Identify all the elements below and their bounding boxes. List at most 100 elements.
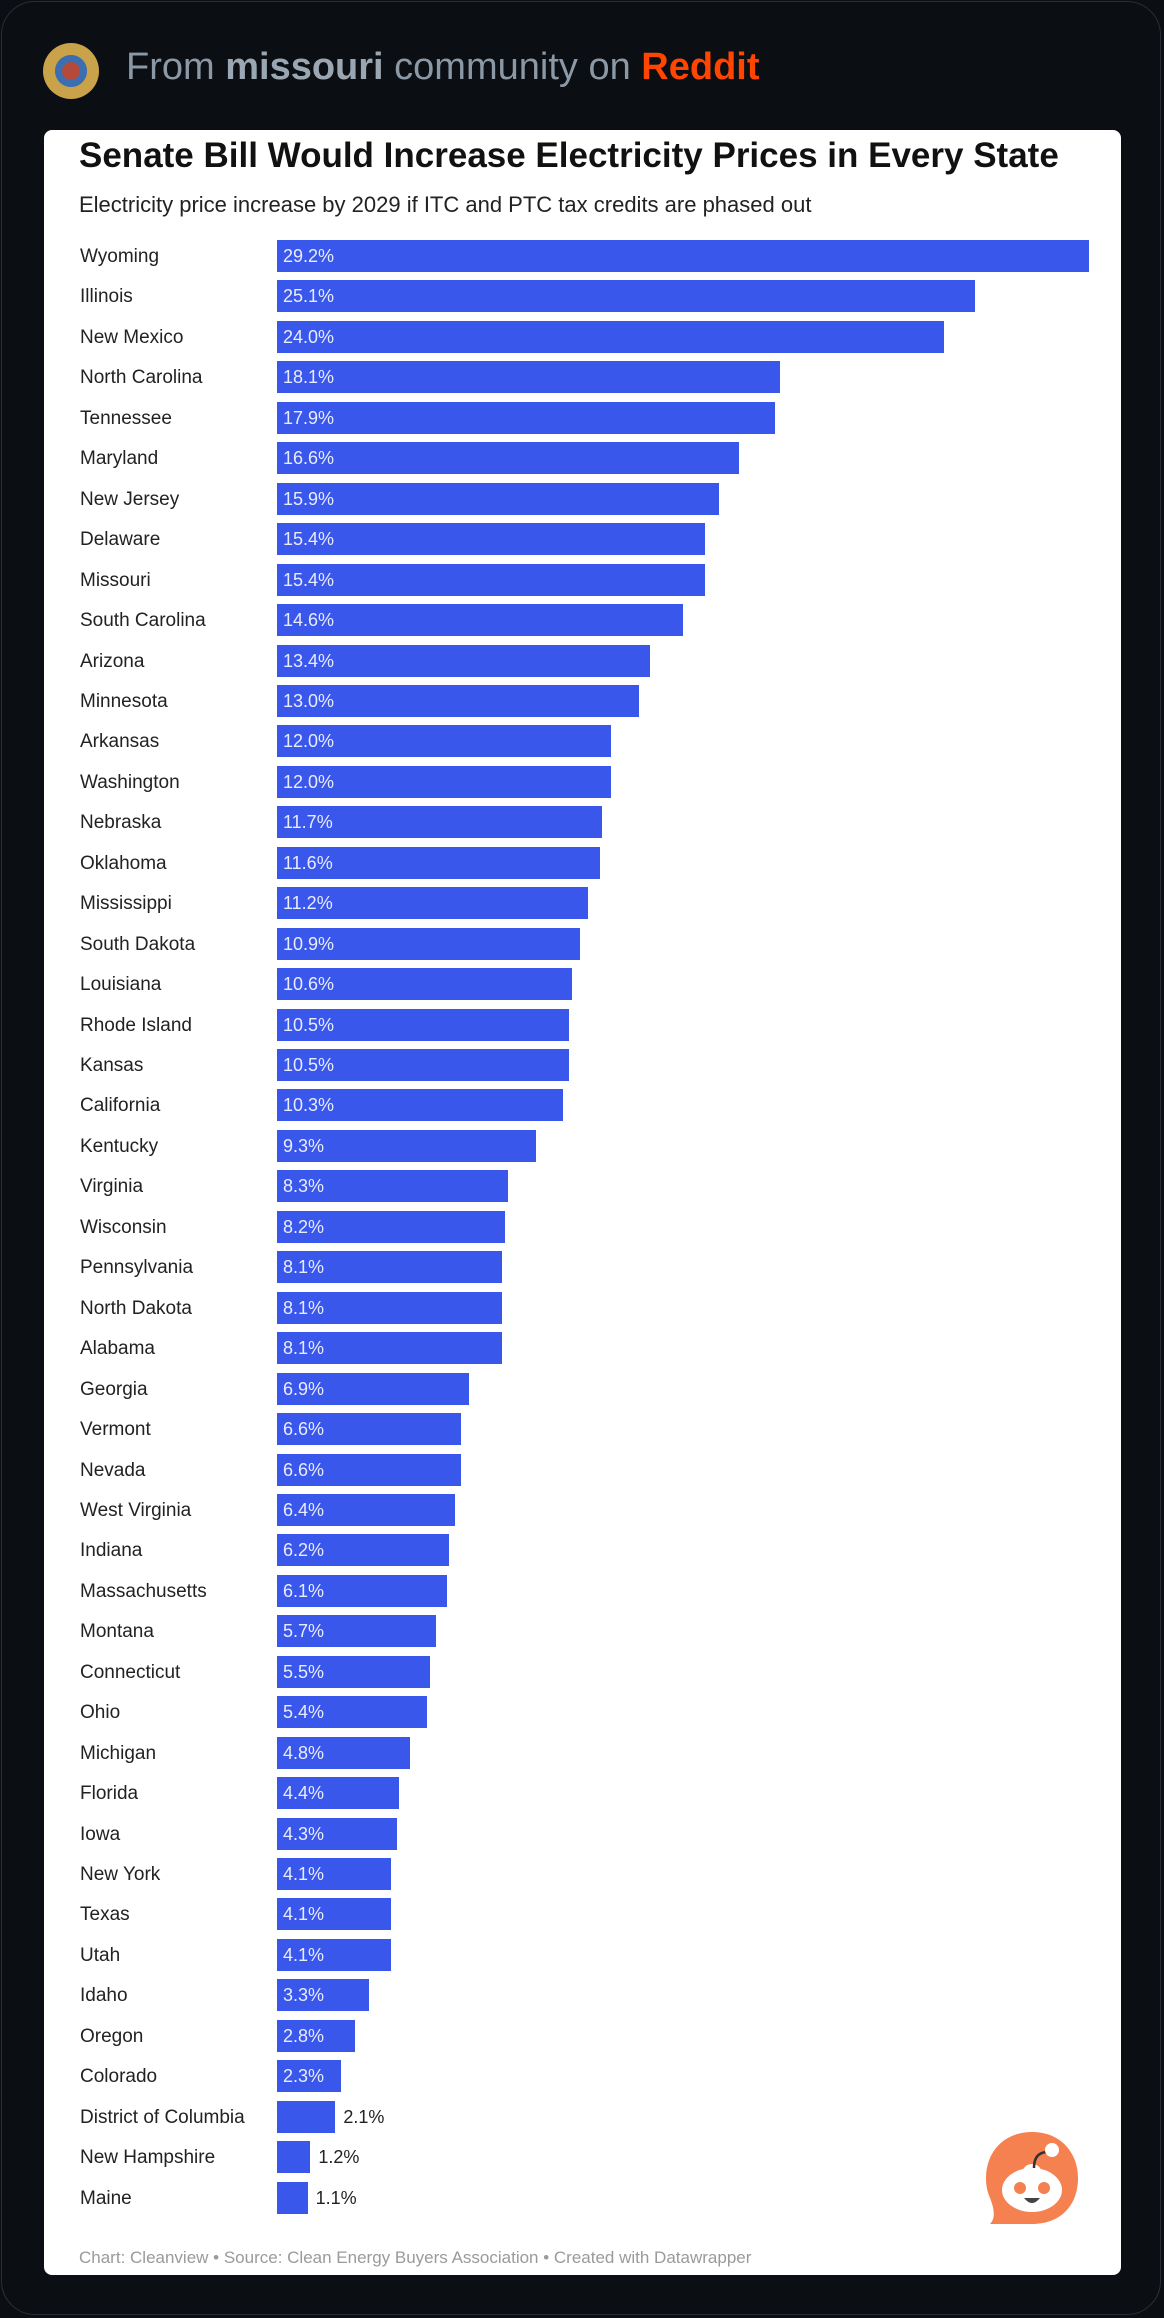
category-label: Indiana [80, 1540, 143, 1562]
value-label: 1.1% [315, 2187, 357, 2208]
bar-row: Arizona 13.4% [44, 641, 1121, 681]
value-label: 13.4% [283, 650, 335, 671]
category-label: Connecticut [80, 1661, 181, 1683]
bar [277, 2019, 355, 2052]
value-label: 4.1% [283, 1864, 325, 1884]
category-label: Maine [80, 2187, 132, 2209]
value-label: 15.4% [283, 569, 335, 590]
value-label: 10.5% [283, 1055, 335, 1075]
bar-row: Massachusetts 6.1% [44, 1571, 1121, 1611]
category-label: Missouri [80, 569, 151, 591]
bar [277, 2060, 341, 2093]
bar [277, 361, 781, 394]
bar [277, 2181, 308, 2214]
bar-row: Rhode Island 10.5% [44, 1005, 1121, 1045]
value-label: 5.7% [283, 1621, 325, 1642]
bar-row: Alabama 8.1% [44, 1328, 1121, 1368]
category-label: Mississippi [80, 893, 172, 915]
bar [277, 1938, 391, 1971]
value-label: 24.0% [283, 326, 335, 347]
bar [277, 1413, 461, 1446]
category-label: South Dakota [80, 933, 196, 955]
bar-row: Oregon 2.8% [44, 2016, 1121, 2056]
chart-footer: Chart: Cleanview • Source: Clean Energy … [79, 2248, 752, 2267]
bar-row: Minnesota 13.0% [44, 681, 1121, 721]
value-label: 9.3% [283, 1135, 325, 1156]
bar-row: Ohio 5.4% [44, 1692, 1121, 1732]
bar-row: Louisiana 10.6% [44, 964, 1121, 1004]
bar-row: Michigan 4.8% [44, 1733, 1121, 1773]
chart-subtitle: Electricity price increase by 2029 if IT… [79, 192, 812, 217]
bar-row: Montana 5.7% [44, 1611, 1121, 1651]
bar [277, 1898, 391, 1931]
category-label: District of Columbia [80, 2106, 245, 2128]
bar [277, 927, 581, 960]
bar [277, 280, 975, 313]
value-label: 6.2% [283, 1540, 325, 1561]
bar [277, 240, 1089, 272]
category-label: Idaho [80, 1985, 128, 2007]
value-label: 4.1% [283, 1944, 325, 1965]
value-label: 6.6% [283, 1419, 325, 1440]
value-label: 10.5% [283, 1014, 335, 1035]
category-label: Virginia [80, 1176, 144, 1198]
bar [277, 968, 572, 1001]
bar-row: Connecticut 5.5% [44, 1652, 1121, 1692]
bar-row: North Carolina 18.1% [44, 357, 1121, 397]
value-label: 5.5% [283, 1661, 325, 1682]
bar-row: Mississippi 11.2% [44, 883, 1121, 923]
category-label: Vermont [80, 1419, 151, 1441]
bar-row: Delaware 15.4% [44, 519, 1121, 559]
community-avatar[interactable] [43, 43, 99, 99]
value-label: 6.6% [283, 1459, 325, 1480]
bar-row: Virginia 8.3% [44, 1166, 1121, 1206]
reddit-snoo-icon[interactable] [982, 2128, 1082, 2228]
bar [277, 1008, 569, 1041]
community-name[interactable]: missouri [225, 46, 384, 88]
bar [277, 887, 589, 920]
bar [277, 523, 706, 556]
category-label: Pennsylvania [80, 1257, 194, 1279]
bar [277, 1655, 430, 1688]
bar [277, 1736, 411, 1769]
header-prefix: From [126, 46, 215, 88]
bar-row: Wisconsin 8.2% [44, 1207, 1121, 1247]
bar-row: New Jersey 15.9% [44, 479, 1121, 519]
bar-row: South Dakota 10.9% [44, 924, 1121, 964]
platform-name[interactable]: Reddit [641, 46, 760, 88]
bar [277, 1493, 455, 1526]
category-label: Florida [80, 1783, 139, 1805]
bar-row: Colorado 2.3% [44, 2056, 1121, 2096]
value-label: 11.2% [283, 893, 333, 914]
bar [277, 604, 683, 637]
category-label: Arizona [80, 650, 145, 672]
value-label: 2.1% [343, 2106, 385, 2127]
bar [277, 846, 600, 879]
bar-row: Iowa 4.3% [44, 1814, 1121, 1854]
value-label: 14.6% [283, 610, 335, 631]
bar [277, 1817, 397, 1850]
value-label: 3.3% [283, 1985, 325, 2006]
bar-row: Maryland 16.6% [44, 438, 1121, 478]
category-label: Montana [80, 1621, 154, 1643]
bar [277, 320, 945, 353]
value-label: 4.4% [283, 1783, 325, 1804]
category-label: Texas [80, 1904, 130, 1926]
bar [277, 765, 611, 798]
category-label: Louisiana [80, 974, 162, 996]
bar [277, 644, 650, 677]
bar-row: Arkansas 12.0% [44, 721, 1121, 761]
bar-row: Vermont 6.6% [44, 1409, 1121, 1449]
bar-row: Texas 4.1% [44, 1894, 1121, 1934]
bar-row: Wyoming 29.2% [44, 236, 1121, 276]
bar-row: Maine 1.1% [44, 2178, 1121, 2218]
category-label: Nevada [80, 1459, 146, 1481]
bar [277, 1574, 447, 1607]
category-label: Massachusetts [80, 1580, 207, 1602]
value-label: 8.1% [283, 1257, 325, 1278]
category-label: New Hampshire [80, 2147, 216, 2169]
bar [277, 1453, 461, 1486]
value-label: 4.1% [283, 1904, 325, 1925]
bar-row: Washington 12.0% [44, 762, 1121, 802]
